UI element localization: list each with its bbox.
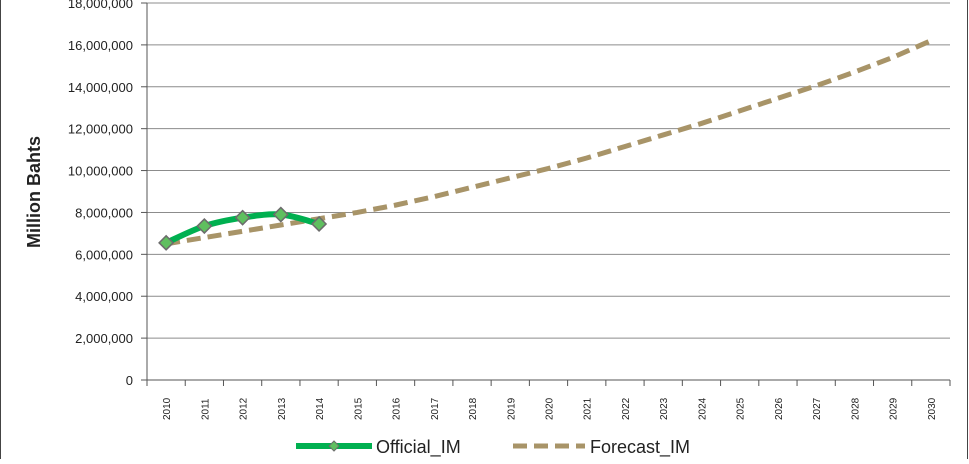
x-tick-label: 2021 <box>583 397 594 420</box>
x-tick-label: 2019 <box>506 397 517 420</box>
y-tick-label: 0 <box>126 373 133 388</box>
axes: 0 2,000,000 4,000,000 6,000,000 8,000,000 10,… <box>68 0 951 420</box>
data-point-marker <box>272 206 289 223</box>
data-point-marker <box>196 217 213 235</box>
x-tick-label: 2026 <box>774 397 785 420</box>
y-tick-label: 6,000,000 <box>75 247 133 262</box>
x-tick-label: 2014 <box>315 397 326 420</box>
y-tick-label: 2,000,000 <box>75 331 133 346</box>
y-tick-label: 14,000,000 <box>68 80 133 95</box>
x-tick-label: 2015 <box>353 397 364 420</box>
series-line-forecast <box>165 38 932 247</box>
data-point-marker <box>311 215 328 233</box>
x-tick-label: 2025 <box>736 397 747 420</box>
x-tick-label: 2016 <box>392 397 403 420</box>
x-tick-label: 2027 <box>812 397 823 420</box>
x-tick-label: 2017 <box>430 397 441 420</box>
x-tick-label: 2013 <box>277 397 288 420</box>
y-tick-label: 12,000,000 <box>68 122 133 137</box>
x-tick-label: 2022 <box>621 397 632 420</box>
legend-marker-official <box>328 440 340 452</box>
x-tick-label: 2028 <box>850 397 861 420</box>
y-tick-label: 10,000,000 <box>68 164 133 179</box>
x-tick-label: 2011 <box>200 398 211 420</box>
x-tick-label: 2029 <box>889 397 900 420</box>
x-tick-label: 2010 <box>162 397 173 420</box>
data-point-marker <box>234 209 251 226</box>
x-tick-label: 2020 <box>545 397 556 420</box>
y-tick-label: 18,000,000 <box>68 0 133 11</box>
x-tick-label: 2024 <box>697 397 708 420</box>
y-tick-label: 8,000,000 <box>75 205 133 220</box>
y-axis-title: Million Bahts <box>24 136 44 248</box>
x-tick-label: 2030 <box>927 397 938 420</box>
x-tick-label: 2012 <box>239 397 250 420</box>
data-point-marker <box>158 234 175 251</box>
x-tick-label: 2023 <box>659 397 670 420</box>
legend-label-forecast: Forecast_IM <box>590 437 690 458</box>
legend-label-official: Official_IM <box>376 437 461 458</box>
legend: Official_IM Forecast_IM <box>296 437 690 458</box>
series-layer <box>158 38 932 251</box>
x-tick-label: 2018 <box>468 397 479 420</box>
y-tick-label: 4,000,000 <box>75 289 133 304</box>
y-tick-label: 16,000,000 <box>68 38 133 53</box>
